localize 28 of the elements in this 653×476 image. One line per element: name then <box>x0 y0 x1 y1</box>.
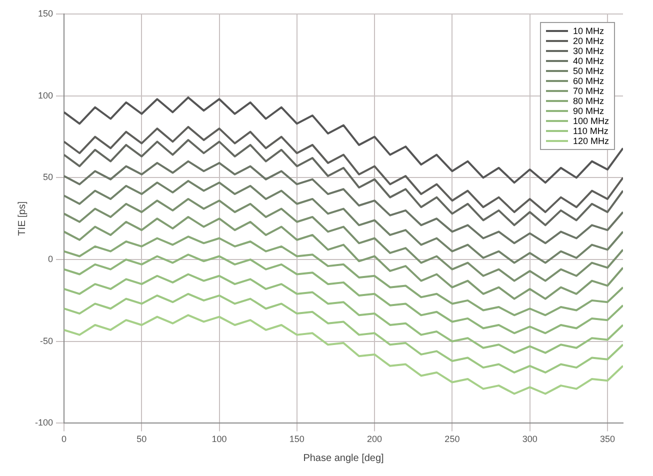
legend-label: 40 MHz <box>573 56 604 66</box>
legend-label: 30 MHz <box>573 46 604 56</box>
x-tick-label: 0 <box>62 434 67 444</box>
x-tick-label: 200 <box>367 434 382 444</box>
x-axis-title: Phase angle [deg] <box>303 452 384 464</box>
legend-label: 10 MHz <box>573 26 604 36</box>
legend-label: 70 MHz <box>573 86 604 96</box>
x-tick-label: 250 <box>444 434 460 444</box>
x-tick-label: 50 <box>136 434 147 444</box>
legend-label: 20 MHz <box>573 36 604 46</box>
legend-label: 100 MHz <box>573 116 610 126</box>
x-tick-label: 350 <box>600 434 615 444</box>
y-axis-title: TIE [ps] <box>16 201 28 236</box>
y-tick-label: 0 <box>48 254 54 264</box>
y-tick-label: -100 <box>35 418 54 428</box>
y-tick-label: -50 <box>40 336 54 346</box>
legend-label: 80 MHz <box>573 96 604 106</box>
legend-label: 90 MHz <box>573 106 604 116</box>
legend-label: 120 MHz <box>573 136 610 146</box>
legend-label: 110 MHz <box>573 126 608 136</box>
y-tick-label: 50 <box>43 172 54 182</box>
x-tick-label: 100 <box>212 434 227 444</box>
legend-label: 50 MHz <box>573 66 604 76</box>
x-tick-label: 150 <box>289 434 304 444</box>
y-tick-label: 100 <box>38 90 54 100</box>
y-tick-label: 150 <box>38 8 54 18</box>
legend-label: 60 MHz <box>573 76 604 86</box>
x-tick-label: 300 <box>522 434 538 444</box>
